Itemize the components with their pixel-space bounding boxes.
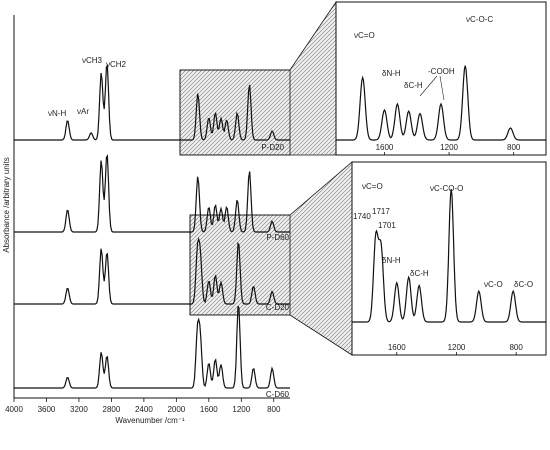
inset-bottom-trace — [352, 188, 546, 323]
inset-bottom-plot: 1600 1200 800 — [352, 188, 546, 355]
y-axis-title: Absorbance /arbitrary units — [2, 157, 11, 253]
trace-c-d60 — [14, 305, 290, 389]
inset-top-tick-label: 1200 — [440, 143, 458, 152]
inset-bottom-annotation-1701: 1701 — [378, 221, 396, 230]
main-annotation-ch3: νCH3 — [82, 56, 103, 65]
series-label-c-d20: C-D20 — [266, 303, 290, 312]
main-annotation-nh: νN-H — [48, 109, 66, 118]
trace-p-d20 — [14, 64, 290, 141]
x-tick-label: 2400 — [135, 405, 153, 414]
zoom-box-top — [179, 69, 291, 156]
inset-top-annotation-cooh: -COOH — [428, 67, 455, 76]
inset-top-tick-label: 800 — [507, 143, 521, 152]
series-label-p-d60: P-D60 — [266, 233, 289, 242]
x-axis-title: Wavenumber /cm⁻¹ — [115, 416, 185, 425]
x-ticks: 4000 3600 3200 2800 2400 2000 1600 1200 800 — [5, 398, 281, 414]
inset-bottom-annotation-vco: νC-O — [484, 280, 503, 289]
inset-bottom-tick-label: 1200 — [448, 343, 466, 352]
inset-top-annotation-ch: δC-H — [404, 81, 423, 90]
inset-top-trace — [336, 65, 546, 141]
inset-bottom-annotation-ccoo: νC-CO-O — [430, 184, 463, 193]
x-tick-label: 4000 — [5, 405, 23, 414]
x-tick-label: 3200 — [70, 405, 88, 414]
inset-top-annotation-coc: νC-O-C — [466, 15, 493, 24]
x-tick-label: 3600 — [38, 405, 56, 414]
x-tick-label: 1600 — [200, 405, 218, 414]
inset-top-annotation-nh: δN-H — [382, 69, 401, 78]
spectra-traces — [14, 64, 290, 389]
inset-bottom-annotation-1717: 1717 — [372, 207, 390, 216]
series-label-c-d60: C-D60 — [266, 390, 290, 399]
inset-bottom-annotation-dco: δC-O — [514, 280, 533, 289]
inset-bottom-annotation-1740: 1740 — [353, 212, 371, 221]
x-tick-label: 1200 — [232, 405, 250, 414]
x-tick-label: 2800 — [103, 405, 121, 414]
inset-bottom-annotation-nh: δN-H — [382, 256, 401, 265]
inset-bottom-annotation-co: νC=O — [362, 182, 383, 191]
inset-top-tick-label: 1600 — [376, 143, 394, 152]
inset-bottom-annotation-ch: δC-H — [410, 269, 429, 278]
trace-c-d20 — [14, 237, 290, 305]
inset-top-pointer-2 — [439, 75, 445, 101]
trace-p-d60 — [14, 154, 290, 233]
inset-bottom-tick-label: 1600 — [388, 343, 406, 352]
inset-top-plot: 1600 1200 800 — [336, 65, 546, 155]
series-label-p-d20: P-D20 — [261, 143, 284, 152]
zoom-box-bottom — [189, 214, 291, 316]
inset-top-pointer-1 — [419, 75, 438, 97]
main-annotation-ch2: νCH2 — [106, 60, 127, 69]
inset-bottom-tick-label: 800 — [509, 343, 523, 352]
main-annotation-ar: νAr — [77, 107, 89, 116]
inset-top-panel — [335, 1, 547, 156]
inset-top-annotation-co: νC=O — [354, 31, 375, 40]
x-tick-label: 800 — [267, 405, 281, 414]
x-tick-label: 2000 — [167, 405, 185, 414]
